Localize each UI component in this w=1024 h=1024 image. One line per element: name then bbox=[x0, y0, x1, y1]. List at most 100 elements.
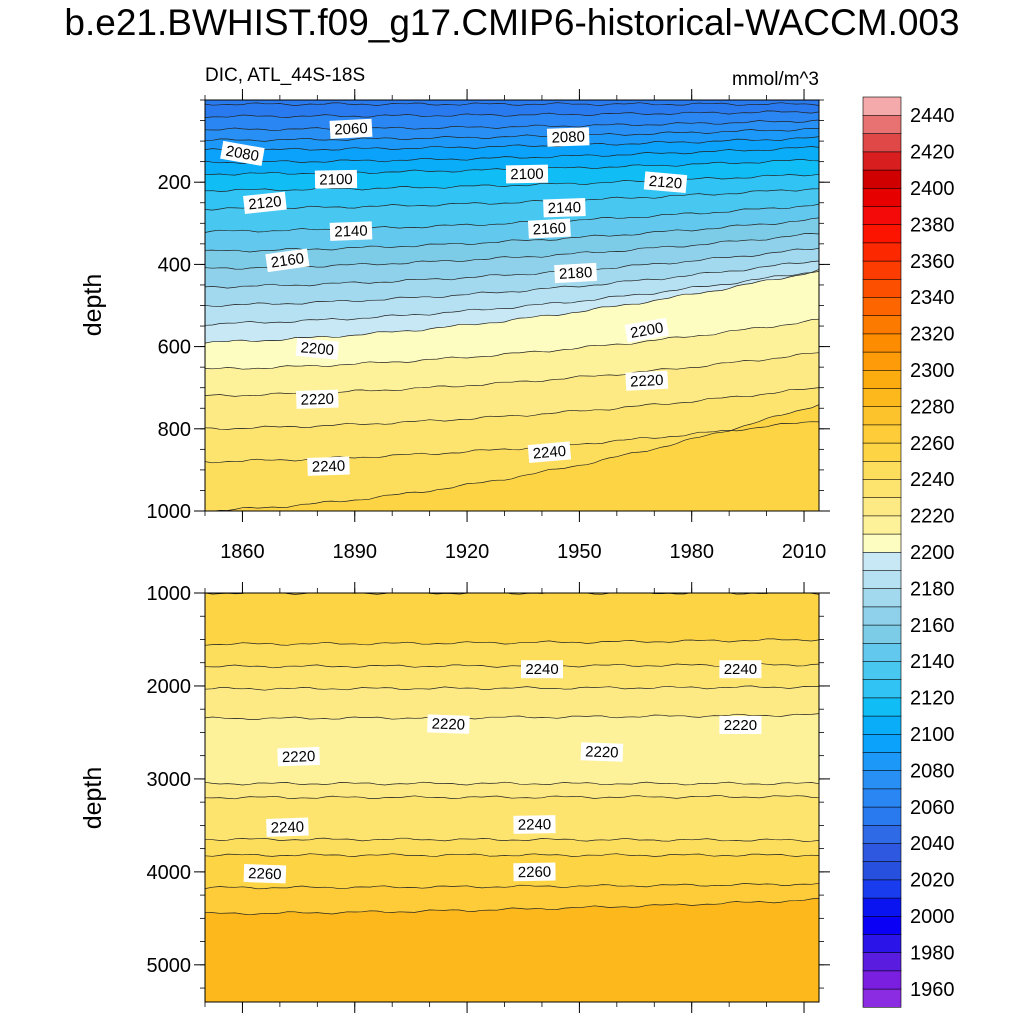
top-contour-label: 2080 bbox=[220, 140, 265, 166]
bottom-contour-line-2260 bbox=[205, 882, 819, 890]
svg-text:2220: 2220 bbox=[300, 391, 334, 409]
colorbar-swatch bbox=[862, 533, 902, 553]
colorbar-swatch bbox=[862, 96, 902, 116]
top-contour-line-2060 bbox=[205, 110, 819, 118]
colorbar-tick-label: 2060 bbox=[910, 797, 955, 819]
colorbar-tick-label: 2340 bbox=[910, 287, 955, 309]
colorbar-tick-label: 2220 bbox=[910, 506, 955, 528]
colorbar-swatch bbox=[862, 842, 902, 863]
colorbar-swatch bbox=[862, 751, 902, 772]
colorbar-tick-label: 2140 bbox=[910, 651, 955, 673]
top-contour-line-2230 bbox=[205, 387, 819, 430]
svg-text:2260: 2260 bbox=[518, 864, 552, 882]
colorbar-tick-label: 2160 bbox=[910, 615, 955, 637]
bottom-fill-band-2270 bbox=[205, 898, 819, 1002]
colorbar-swatch bbox=[862, 861, 902, 881]
x-tick-label: 1980 bbox=[669, 541, 714, 563]
svg-text:2060: 2060 bbox=[334, 120, 368, 139]
svg-text:2240: 2240 bbox=[312, 458, 346, 476]
bottom-contour-label: 2220 bbox=[277, 746, 320, 767]
x-tick-label: 1890 bbox=[333, 541, 378, 563]
bottom-contour-line-2220 bbox=[205, 713, 819, 720]
colorbar-swatch bbox=[862, 497, 902, 517]
colorbar-swatch bbox=[862, 642, 902, 662]
x-tick-label: 1860 bbox=[220, 541, 265, 563]
top-y-axis-title: depth bbox=[79, 274, 107, 337]
colorbar-swatch bbox=[862, 933, 902, 954]
bottom-plot-frame bbox=[204, 592, 820, 1003]
top-contour-label: 2080 bbox=[546, 127, 590, 147]
colorbar-swatch bbox=[862, 205, 902, 225]
colorbar-swatch bbox=[862, 315, 902, 335]
colorbar-swatch bbox=[862, 624, 902, 644]
top-contour-label: 2060 bbox=[329, 118, 373, 139]
colorbar: 1960 1980 2000 2020 2040 2060 2080 2100 2120 2140… bbox=[862, 96, 955, 1008]
colorbar-swatch bbox=[862, 697, 902, 717]
top-contour-line-2070 bbox=[205, 119, 819, 132]
svg-text:2220: 2220 bbox=[724, 717, 757, 734]
colorbar-swatch bbox=[862, 424, 902, 444]
svg-text:2140: 2140 bbox=[547, 199, 581, 217]
colorbar-tick-label: 2200 bbox=[910, 542, 955, 564]
colorbar-swatch bbox=[862, 296, 902, 317]
colorbar-swatch bbox=[862, 660, 902, 681]
colorbar-swatch bbox=[862, 242, 902, 262]
colorbar-swatch bbox=[862, 478, 902, 499]
colorbar-swatch bbox=[862, 133, 902, 153]
top-contour-labels: 2060 2080 2080 2100 2100 2120 2120 2140 2140 2160… bbox=[220, 118, 688, 476]
top-contour-label: 2140 bbox=[543, 197, 586, 218]
colorbar-swatch bbox=[862, 333, 902, 353]
colorbar-tick-label: 2100 bbox=[910, 724, 955, 746]
top-contour-label: 2160 bbox=[265, 248, 310, 273]
top-contour-label: 2120 bbox=[243, 191, 287, 214]
colorbar-swatch bbox=[862, 515, 902, 535]
bottom-contour-label: 2220 bbox=[719, 716, 762, 734]
colorbar-swatch bbox=[862, 351, 902, 371]
bottom-y-tick-label: 2000 bbox=[147, 676, 192, 698]
colorbar-swatch bbox=[862, 387, 902, 408]
top-contour-line-2120 bbox=[205, 173, 819, 192]
bottom-contour-label: 2240 bbox=[521, 660, 563, 679]
bottom-contour-line-2270 bbox=[205, 898, 819, 916]
colorbar-tick-label: 2240 bbox=[910, 469, 955, 491]
svg-text:2240: 2240 bbox=[532, 443, 567, 463]
bottom-contour-line-2250 bbox=[205, 853, 819, 857]
svg-text:2240: 2240 bbox=[525, 661, 558, 678]
svg-text:2100: 2100 bbox=[319, 171, 353, 189]
top-contour-lines bbox=[205, 102, 819, 511]
bottom-y-tick-label: 1000 bbox=[147, 583, 192, 605]
page-title: b.e21.BWHIST.f09_g17.CMIP6-historical-WA… bbox=[64, 2, 960, 43]
svg-text:2220: 2220 bbox=[630, 372, 664, 391]
colorbar-swatch bbox=[862, 169, 902, 189]
svg-text:2220: 2220 bbox=[585, 743, 619, 761]
top-contour-label: 2200 bbox=[624, 317, 670, 343]
svg-text:2100: 2100 bbox=[510, 166, 544, 184]
top-contour-line-2130 bbox=[205, 188, 819, 211]
colorbar-tick-label: 2000 bbox=[910, 906, 955, 928]
top-y-tick-label: 400 bbox=[158, 254, 191, 276]
svg-text:2180: 2180 bbox=[559, 264, 593, 283]
svg-text:2240: 2240 bbox=[518, 816, 552, 834]
top-contour-line-2250 bbox=[211, 404, 819, 511]
top-ticks: 200 400 600 800 1000 1860 1890 1920 1950 1980 2010 bbox=[147, 89, 830, 563]
top-contour-line-2210 bbox=[205, 318, 819, 370]
top-contour-label: 2100 bbox=[314, 169, 358, 189]
colorbar-swatch bbox=[862, 406, 902, 426]
bottom-contour-label: 2220 bbox=[427, 714, 470, 734]
top-contour-label: 2220 bbox=[625, 370, 669, 391]
colorbar-swatch bbox=[862, 806, 902, 826]
top-contour-label: 2240 bbox=[527, 441, 572, 463]
top-contour-line-2050 bbox=[205, 102, 819, 106]
bottom-y-tick-label: 4000 bbox=[147, 862, 192, 884]
colorbar-swatch bbox=[862, 952, 902, 972]
top-panel: 200 400 600 800 1000 1860 1890 1920 1950 1980 2010… bbox=[79, 65, 830, 563]
top-contour-label: 2120 bbox=[643, 171, 688, 193]
colorbar-swatch bbox=[862, 151, 902, 171]
colorbar-tick-label: 2420 bbox=[910, 142, 955, 164]
svg-text:2220: 2220 bbox=[431, 716, 465, 734]
colorbar-tick-label: 2440 bbox=[910, 105, 955, 127]
bottom-contour-line-2230 bbox=[205, 685, 819, 691]
svg-text:2260: 2260 bbox=[248, 865, 282, 883]
svg-text:2080: 2080 bbox=[551, 128, 585, 146]
